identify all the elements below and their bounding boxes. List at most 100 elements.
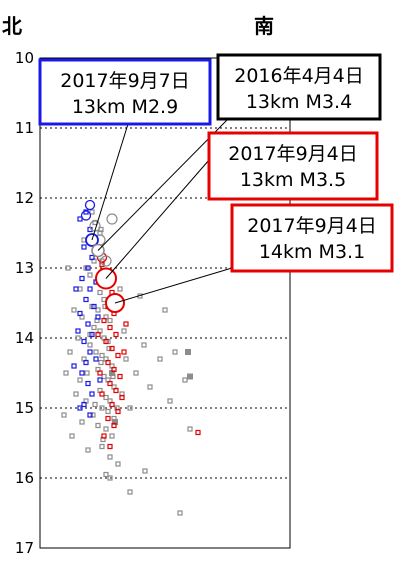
red-point	[99, 391, 105, 397]
red-point	[101, 317, 107, 324]
red-point	[121, 349, 127, 355]
y-tick-label: 17	[15, 539, 34, 557]
annotation-date: 2017年9月7日	[60, 70, 190, 92]
gray-point	[162, 307, 168, 313]
annotation-date: 2017年9月4日	[247, 215, 377, 237]
blue-point	[83, 296, 89, 303]
gray-point	[107, 317, 113, 324]
red-point	[195, 429, 201, 436]
annotation-date: 2016年4月4日	[234, 65, 364, 87]
gray-point	[123, 356, 129, 362]
gray-point	[93, 349, 99, 355]
annotation-leader-lines	[91, 118, 233, 304]
gray-point	[77, 377, 83, 383]
gray-point	[182, 377, 188, 383]
gray-point	[142, 468, 148, 474]
blue-point	[77, 216, 83, 222]
red-point	[107, 380, 113, 387]
gray-point	[141, 342, 147, 348]
gray-point	[127, 489, 133, 495]
y-tick-label: 10	[15, 49, 34, 67]
gray-point	[167, 398, 173, 404]
blue-point	[87, 349, 93, 355]
red-point	[101, 433, 107, 439]
blue-point	[79, 275, 85, 282]
gray-point	[172, 349, 178, 355]
leader-line	[114, 267, 233, 304]
gray-point	[133, 370, 139, 376]
gray-point	[147, 384, 153, 390]
gray-filled-point	[185, 349, 191, 355]
blue-point	[89, 331, 95, 338]
leader-line	[97, 118, 229, 251]
blue-point	[75, 328, 81, 334]
blue-point	[79, 370, 85, 376]
blue-point	[83, 359, 89, 366]
red-point	[115, 352, 121, 359]
gray-point	[105, 408, 111, 415]
gray-point	[75, 335, 81, 341]
gray-point	[177, 510, 183, 516]
red-point	[107, 443, 113, 450]
blue-point	[85, 321, 91, 327]
annotation-depth-magnitude: 14km M3.1	[259, 241, 365, 263]
gray-point	[79, 419, 85, 425]
gray-point	[101, 373, 107, 380]
y-tick-label: 11	[15, 119, 34, 137]
blue-point	[89, 254, 95, 261]
annotation-date: 2017年9月4日	[228, 143, 358, 165]
south-label: 南	[254, 14, 274, 38]
annotation-boxes: 2017年9月7日 13km M2.9 2016年4月4日 13km M3.4 2017…	[38, 53, 394, 273]
red-point	[103, 338, 109, 345]
gray-point	[109, 433, 115, 439]
red-point	[109, 345, 115, 352]
blue-point	[91, 303, 97, 310]
gray-point	[91, 324, 97, 331]
gray-point	[103, 426, 109, 432]
gray-point	[99, 443, 105, 450]
red-point	[113, 331, 119, 338]
y-tick-label: 13	[15, 259, 34, 277]
red-point	[95, 331, 101, 338]
y-tick-label: 14	[15, 329, 34, 347]
red-point	[113, 387, 119, 394]
blue-point	[85, 265, 91, 271]
gray-point	[89, 209, 95, 215]
y-tick-label: 15	[15, 399, 34, 417]
north-label: 北	[2, 14, 22, 38]
red-point	[105, 415, 111, 422]
red-point	[111, 422, 117, 429]
gray-point	[157, 356, 163, 362]
gray-point	[103, 471, 109, 478]
blue-point	[81, 244, 87, 250]
gray-point	[87, 272, 93, 278]
blue-point	[93, 356, 99, 362]
gray-point	[106, 345, 112, 352]
gray-point	[99, 352, 105, 359]
gray-circle-point	[100, 255, 112, 267]
red-point	[111, 366, 117, 373]
gray-circle-point	[106, 213, 118, 225]
annotation-depth-magnitude: 13km M3.5	[240, 169, 346, 191]
gray-point	[97, 289, 103, 296]
annotation-depth-magnitude: 13km M3.4	[246, 91, 352, 113]
plot-frame	[39, 57, 291, 549]
red-point	[119, 394, 125, 401]
gray-point	[95, 422, 101, 429]
blue-point	[73, 286, 79, 292]
red-point	[97, 370, 103, 376]
gray-point	[85, 447, 91, 453]
blue-point	[87, 412, 93, 418]
hypocenter-points	[61, 199, 201, 516]
gray-point	[115, 461, 121, 467]
blue-point	[81, 338, 87, 345]
gray-point	[90, 412, 96, 418]
gray-point	[73, 391, 79, 397]
gray-point	[67, 349, 73, 355]
blue-point	[89, 391, 95, 397]
gray-point	[103, 394, 109, 401]
blue-point	[71, 363, 77, 369]
annotation-depth-magnitude: 13km M2.9	[72, 96, 178, 118]
y-tick-label: 16	[15, 469, 34, 487]
